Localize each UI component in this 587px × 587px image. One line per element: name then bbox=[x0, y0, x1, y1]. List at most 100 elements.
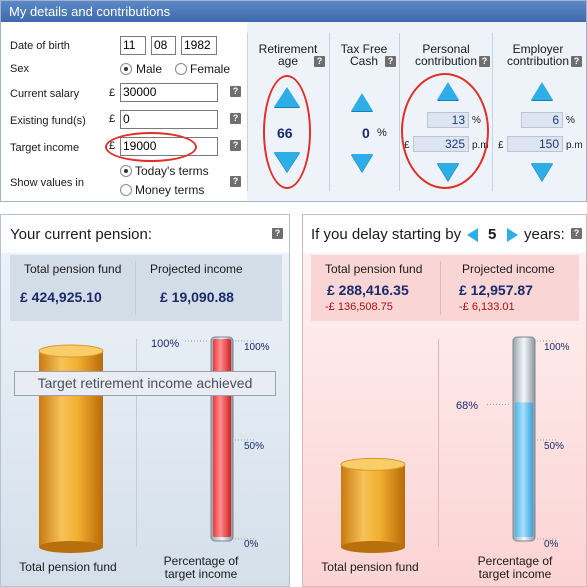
delay-help-icon[interactable]: ? bbox=[571, 228, 582, 239]
dob-month-input[interactable]: 08 bbox=[151, 36, 176, 55]
retirement-title-line2: age bbox=[277, 54, 299, 68]
personal-title-line1: Personal bbox=[422, 42, 470, 56]
chart-divider bbox=[438, 339, 439, 547]
money-terms-label[interactable]: Money terms bbox=[135, 183, 205, 197]
current-pct-footer: Percentage of target income bbox=[151, 555, 251, 581]
details-form: Date of birth 11 08 1982 Sex Male Female… bbox=[1, 22, 247, 201]
target-achieved-tooltip: Target retirement income achieved bbox=[14, 371, 276, 396]
taxfree-value: 0 bbox=[362, 125, 370, 141]
delay-increase-arrow-icon[interactable] bbox=[506, 228, 520, 242]
delay-cylinder-top bbox=[340, 457, 406, 471]
current-pct-footer-line1: Percentage of bbox=[163, 554, 239, 568]
current-cylinder-top bbox=[38, 344, 104, 358]
current-cylinder-base bbox=[39, 541, 103, 553]
delay-decrease-arrow-icon[interactable] bbox=[466, 228, 480, 242]
delay-years-value: 5 bbox=[488, 226, 497, 243]
delay-pct-footer: Percentage of target income bbox=[465, 555, 565, 581]
current-pct-footer-line2: target income bbox=[164, 567, 238, 581]
current-gauge-value-label: 100% bbox=[151, 338, 180, 350]
current-pension-title: Your current pension: bbox=[10, 226, 153, 243]
employer-percent-unit: % bbox=[566, 115, 575, 126]
employer-amount-field[interactable]: 150 bbox=[507, 136, 563, 152]
current-income-value: £ 19,090.88 bbox=[160, 289, 234, 305]
delay-income-delta: -£ 6,133.01 bbox=[459, 301, 515, 313]
delay-gauge-fill bbox=[515, 402, 533, 537]
dob-label: Date of birth bbox=[10, 40, 70, 52]
employer-decrease-arrow-icon[interactable] bbox=[531, 163, 553, 181]
current-tick-0: 0% bbox=[244, 539, 259, 550]
chart-divider bbox=[136, 339, 137, 547]
delay-fund-delta: -£ 136,508.75 bbox=[325, 301, 393, 313]
taxfree-title: Tax Free Cash bbox=[331, 43, 397, 67]
delay-title-prefix: If you delay starting by bbox=[311, 226, 462, 243]
sex-label: Sex bbox=[10, 63, 29, 75]
show-values-label: Show values in bbox=[10, 177, 84, 189]
personal-title-line2: contribution bbox=[414, 54, 478, 68]
current-pension-panel: Your current pension: ? Total pension fu… bbox=[0, 214, 290, 587]
existing-help-icon[interactable]: ? bbox=[230, 113, 241, 124]
todays-terms-radio[interactable] bbox=[120, 165, 132, 177]
employer-increase-arrow-icon[interactable] bbox=[531, 82, 553, 100]
todays-terms-label[interactable]: Today's terms bbox=[135, 164, 209, 178]
money-terms-radio[interactable] bbox=[120, 184, 132, 196]
existing-label: Existing fund(s) bbox=[10, 115, 86, 127]
taxfree-decrease-arrow-icon[interactable] bbox=[351, 154, 373, 172]
employer-title-line2: contribution bbox=[506, 54, 570, 68]
retirement-highlight-ring bbox=[263, 75, 311, 189]
taxfree-increase-arrow-icon[interactable] bbox=[351, 93, 373, 111]
taxfree-title-line2: Cash bbox=[349, 54, 378, 68]
taxfree-title-line1: Tax Free bbox=[340, 42, 388, 56]
current-tick-100: 100% bbox=[244, 342, 270, 353]
employer-percent-field[interactable]: 6 bbox=[521, 112, 563, 128]
sex-female-radio[interactable] bbox=[175, 63, 187, 75]
show-values-help-icon[interactable]: ? bbox=[230, 176, 241, 187]
retirement-age-title: Retirement age bbox=[253, 43, 323, 67]
salary-input[interactable]: 30000 bbox=[120, 83, 218, 102]
salary-help-icon[interactable]: ? bbox=[230, 86, 241, 97]
dob-year-input[interactable]: 1982 bbox=[181, 36, 217, 55]
employer-title: Employer contribution bbox=[497, 43, 579, 67]
sex-male-label[interactable]: Male bbox=[136, 62, 163, 76]
delay-income-value: £ 12,957.87 bbox=[459, 282, 533, 298]
delay-pct-footer-line1: Percentage of bbox=[477, 554, 553, 568]
delay-cylinder-base bbox=[341, 541, 405, 553]
retirement-help-icon[interactable]: ? bbox=[314, 56, 325, 67]
salary-currency: £ bbox=[109, 87, 116, 99]
current-tick-50: 50% bbox=[244, 441, 265, 452]
taxfree-help-icon[interactable]: ? bbox=[385, 56, 396, 67]
delay-pct-footer-line2: target income bbox=[478, 567, 552, 581]
delay-fund-cylinder bbox=[340, 457, 406, 553]
sex-female-label[interactable]: Female bbox=[190, 62, 231, 76]
delay-title-suffix: years: bbox=[524, 226, 565, 243]
employer-title-line1: Employer bbox=[512, 42, 564, 56]
personal-help-icon[interactable]: ? bbox=[479, 56, 490, 67]
current-help-icon[interactable]: ? bbox=[272, 228, 283, 239]
delay-fund-value: £ 288,416.35 bbox=[327, 282, 409, 298]
employer-help-icon[interactable]: ? bbox=[571, 56, 582, 67]
current-fund-value: £ 424,925.10 bbox=[20, 289, 102, 305]
dob-day-input[interactable]: 11 bbox=[120, 36, 146, 55]
delay-cylinder-body bbox=[341, 464, 405, 547]
column-separator bbox=[247, 33, 248, 191]
current-gauge-fill bbox=[213, 339, 231, 537]
sex-male-radio[interactable] bbox=[120, 63, 132, 75]
employer-currency: £ bbox=[498, 140, 504, 151]
target-help-icon[interactable]: ? bbox=[230, 140, 241, 151]
delay-tick-0: 0% bbox=[544, 539, 559, 550]
delay-fund-footer: Total pension fund bbox=[321, 560, 419, 574]
current-stats: Total pension fund £ 424,925.10 Projecte… bbox=[10, 255, 282, 321]
delay-income-label: Projected income bbox=[462, 262, 555, 276]
target-highlight-ring bbox=[105, 132, 197, 162]
delay-panel: If you delay starting by 5 years: ? Tota… bbox=[302, 214, 587, 587]
delay-fund-label: Total pension fund bbox=[325, 262, 423, 276]
delay-tick-50: 50% bbox=[544, 441, 565, 452]
details-header: My details and contributions bbox=[1, 1, 586, 22]
delay-stats: Total pension fund £ 288,416.35 -£ 136,5… bbox=[311, 255, 579, 321]
delay-tick-100: 100% bbox=[544, 342, 570, 353]
column-separator bbox=[329, 33, 330, 191]
employer-amount-unit: p.m bbox=[566, 140, 583, 151]
stats-divider bbox=[135, 261, 136, 315]
stats-divider bbox=[440, 261, 441, 315]
delay-header: If you delay starting by 5 years: ? bbox=[303, 215, 586, 253]
existing-input[interactable]: 0 bbox=[120, 110, 218, 129]
